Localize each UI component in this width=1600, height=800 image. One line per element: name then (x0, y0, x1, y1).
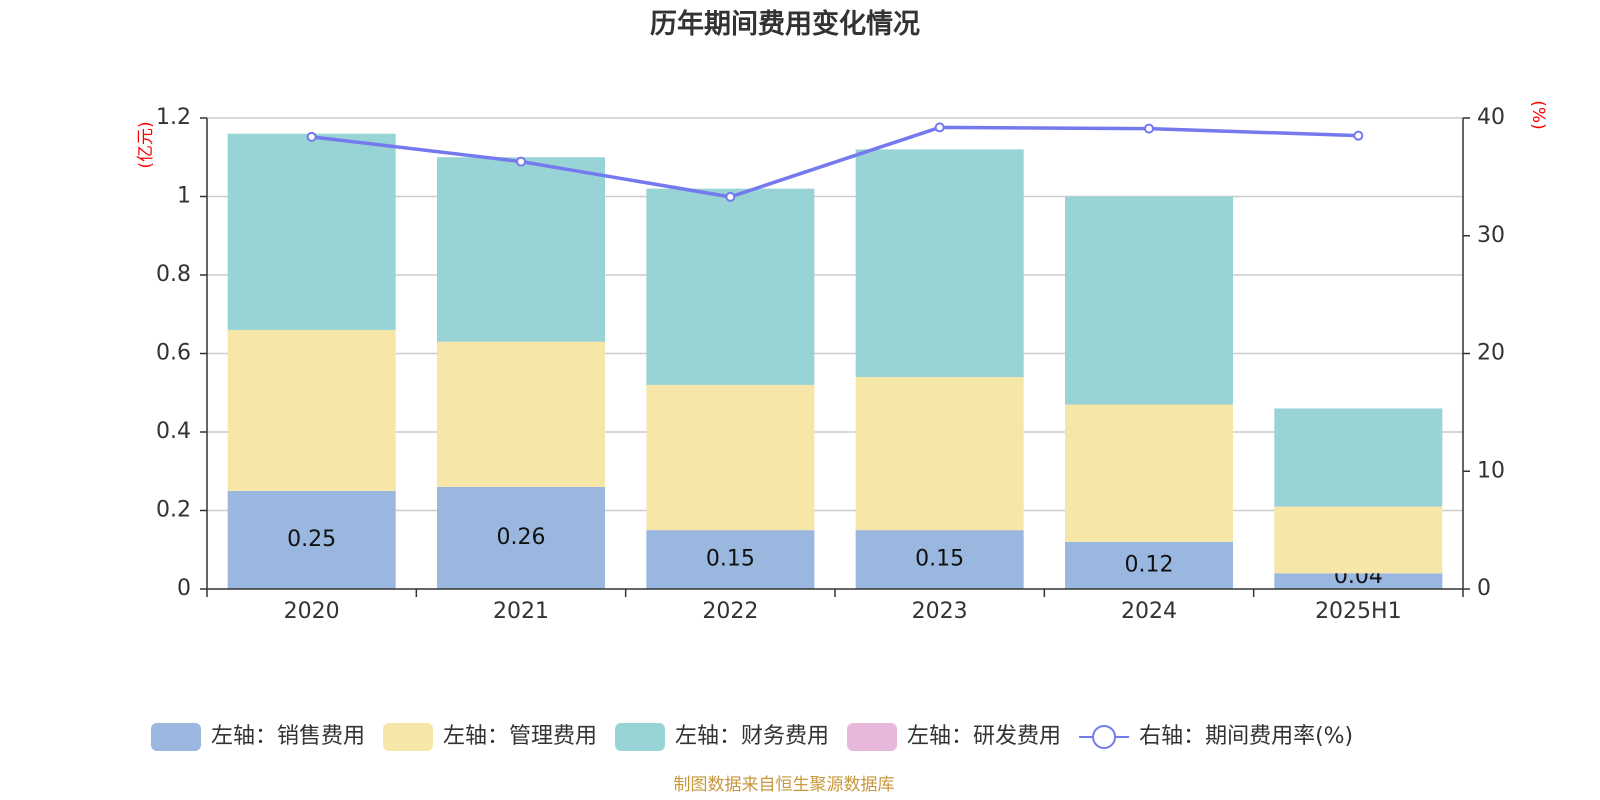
rate-line-path (311, 125, 1359, 199)
bar-segment (646, 530, 815, 589)
left-tick-label: 0 (177, 576, 191, 601)
bar-value-label: 0.15 (915, 547, 964, 572)
legend-label: 左轴：财务费用 (675, 724, 829, 749)
legend-label: 左轴：研发费用 (907, 724, 1061, 749)
bar-value-label: 0.25 (287, 527, 336, 552)
bar-value-label: 0.15 (706, 547, 755, 572)
chart-title: 历年期间费用变化情况 (650, 8, 920, 40)
right-tick-label: 0 (1477, 576, 1491, 601)
bar-segment (646, 188, 815, 385)
bar-value-label: 0.26 (497, 525, 546, 550)
left-tick-label: 0.4 (156, 419, 191, 444)
bar-segment (1274, 506, 1443, 574)
x-tick-label: 2022 (702, 599, 758, 624)
bar-segment (855, 377, 1024, 531)
rate-point (725, 191, 736, 202)
bar-segment (437, 341, 605, 487)
legend-swatch (615, 723, 666, 751)
legend-label: 左轴：销售费用 (211, 724, 365, 749)
bar-segment (1065, 196, 1233, 405)
right-tick-label: 40 (1477, 105, 1505, 130)
legend-label: 右轴：期间费用率(%) (1139, 724, 1353, 749)
bar-segment (227, 133, 396, 330)
x-tick-label: 2023 (912, 599, 968, 624)
bar-segment (646, 384, 815, 531)
legend-swatch (383, 723, 434, 751)
grid-lines (207, 117, 1463, 512)
bar-value-label: 0.12 (1125, 552, 1174, 577)
x-tick-label: 2020 (284, 599, 340, 624)
source-note: 制图数据来自恒生聚源数据库 (674, 775, 895, 795)
rate-line (306, 122, 1364, 202)
left-tick-label: 0.2 (156, 498, 191, 523)
legend-label: 左轴：管理费用 (443, 724, 597, 749)
rate-point (516, 156, 526, 167)
rate-point (1144, 123, 1154, 134)
right-axis-unit: (%) (1528, 100, 1548, 129)
left-tick-label: 0.6 (156, 341, 191, 366)
right-tick-label: 20 (1477, 341, 1505, 366)
x-tick-label: 2025H1 (1315, 599, 1402, 624)
legend-marker (1092, 725, 1117, 749)
legend-swatch (151, 723, 201, 751)
x-tick-label: 2024 (1121, 599, 1177, 624)
rate-point (306, 131, 317, 142)
legend-swatch (847, 723, 898, 751)
right-tick-label: 10 (1477, 458, 1505, 483)
legend: 左轴：销售费用 左轴：管理费用 左轴：财务费用 左轴：研发费用 右轴：期间费用率(%) (151, 723, 1353, 751)
bar-segment (1274, 408, 1443, 507)
right-tick-label: 30 (1477, 223, 1505, 248)
axes: (亿元) (%) 0 0.2 0.4 0.6 0.8 1 1.2 0 10 20 30 40 2020 2… (136, 100, 1548, 624)
left-tick-label: 1 (177, 184, 191, 209)
left-tick-label: 1.2 (156, 105, 191, 130)
bar-segment (1065, 541, 1233, 589)
rate-point (1353, 130, 1364, 141)
left-axis-unit: (亿元) (136, 121, 156, 168)
bar-segment (437, 486, 605, 589)
bars: 0.25 0.260.15 0.15 0.12 0.04 (227, 133, 1443, 589)
bar-segment (227, 329, 396, 491)
bar-segment (1274, 573, 1443, 589)
bar-segment (1065, 404, 1233, 542)
rate-point (934, 122, 945, 133)
bar-segment (437, 157, 605, 342)
bar-segment (855, 149, 1024, 378)
left-tick-label: 0.8 (156, 262, 191, 287)
bar-segment (855, 530, 1024, 589)
bar-segment (227, 490, 396, 589)
x-tick-label: 2021 (493, 599, 549, 624)
